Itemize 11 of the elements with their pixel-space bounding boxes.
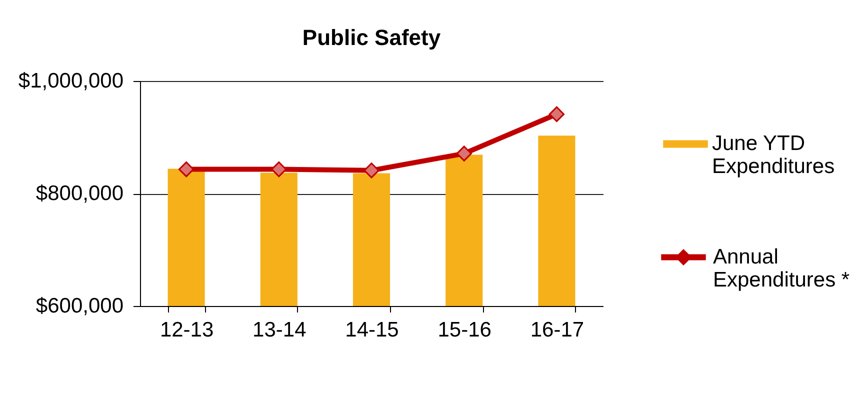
x-tick-label: 13-14 [252,318,307,342]
x-tick-label: 16-17 [530,318,584,342]
y-tick-label: $600,000 [36,294,124,318]
x-tick-label: 12-13 [160,318,214,342]
x-tick-label: 15-16 [438,318,492,342]
y-tick-label: $800,000 [36,182,124,205]
chart-title: Public Safety [302,25,442,50]
legend-label: Annual Expenditures * [713,245,850,292]
legend-label: June YTD Expenditures [712,132,835,178]
y-tick-label: $1,000,000 [18,70,124,92]
x-tick-label: 14-15 [345,318,399,342]
